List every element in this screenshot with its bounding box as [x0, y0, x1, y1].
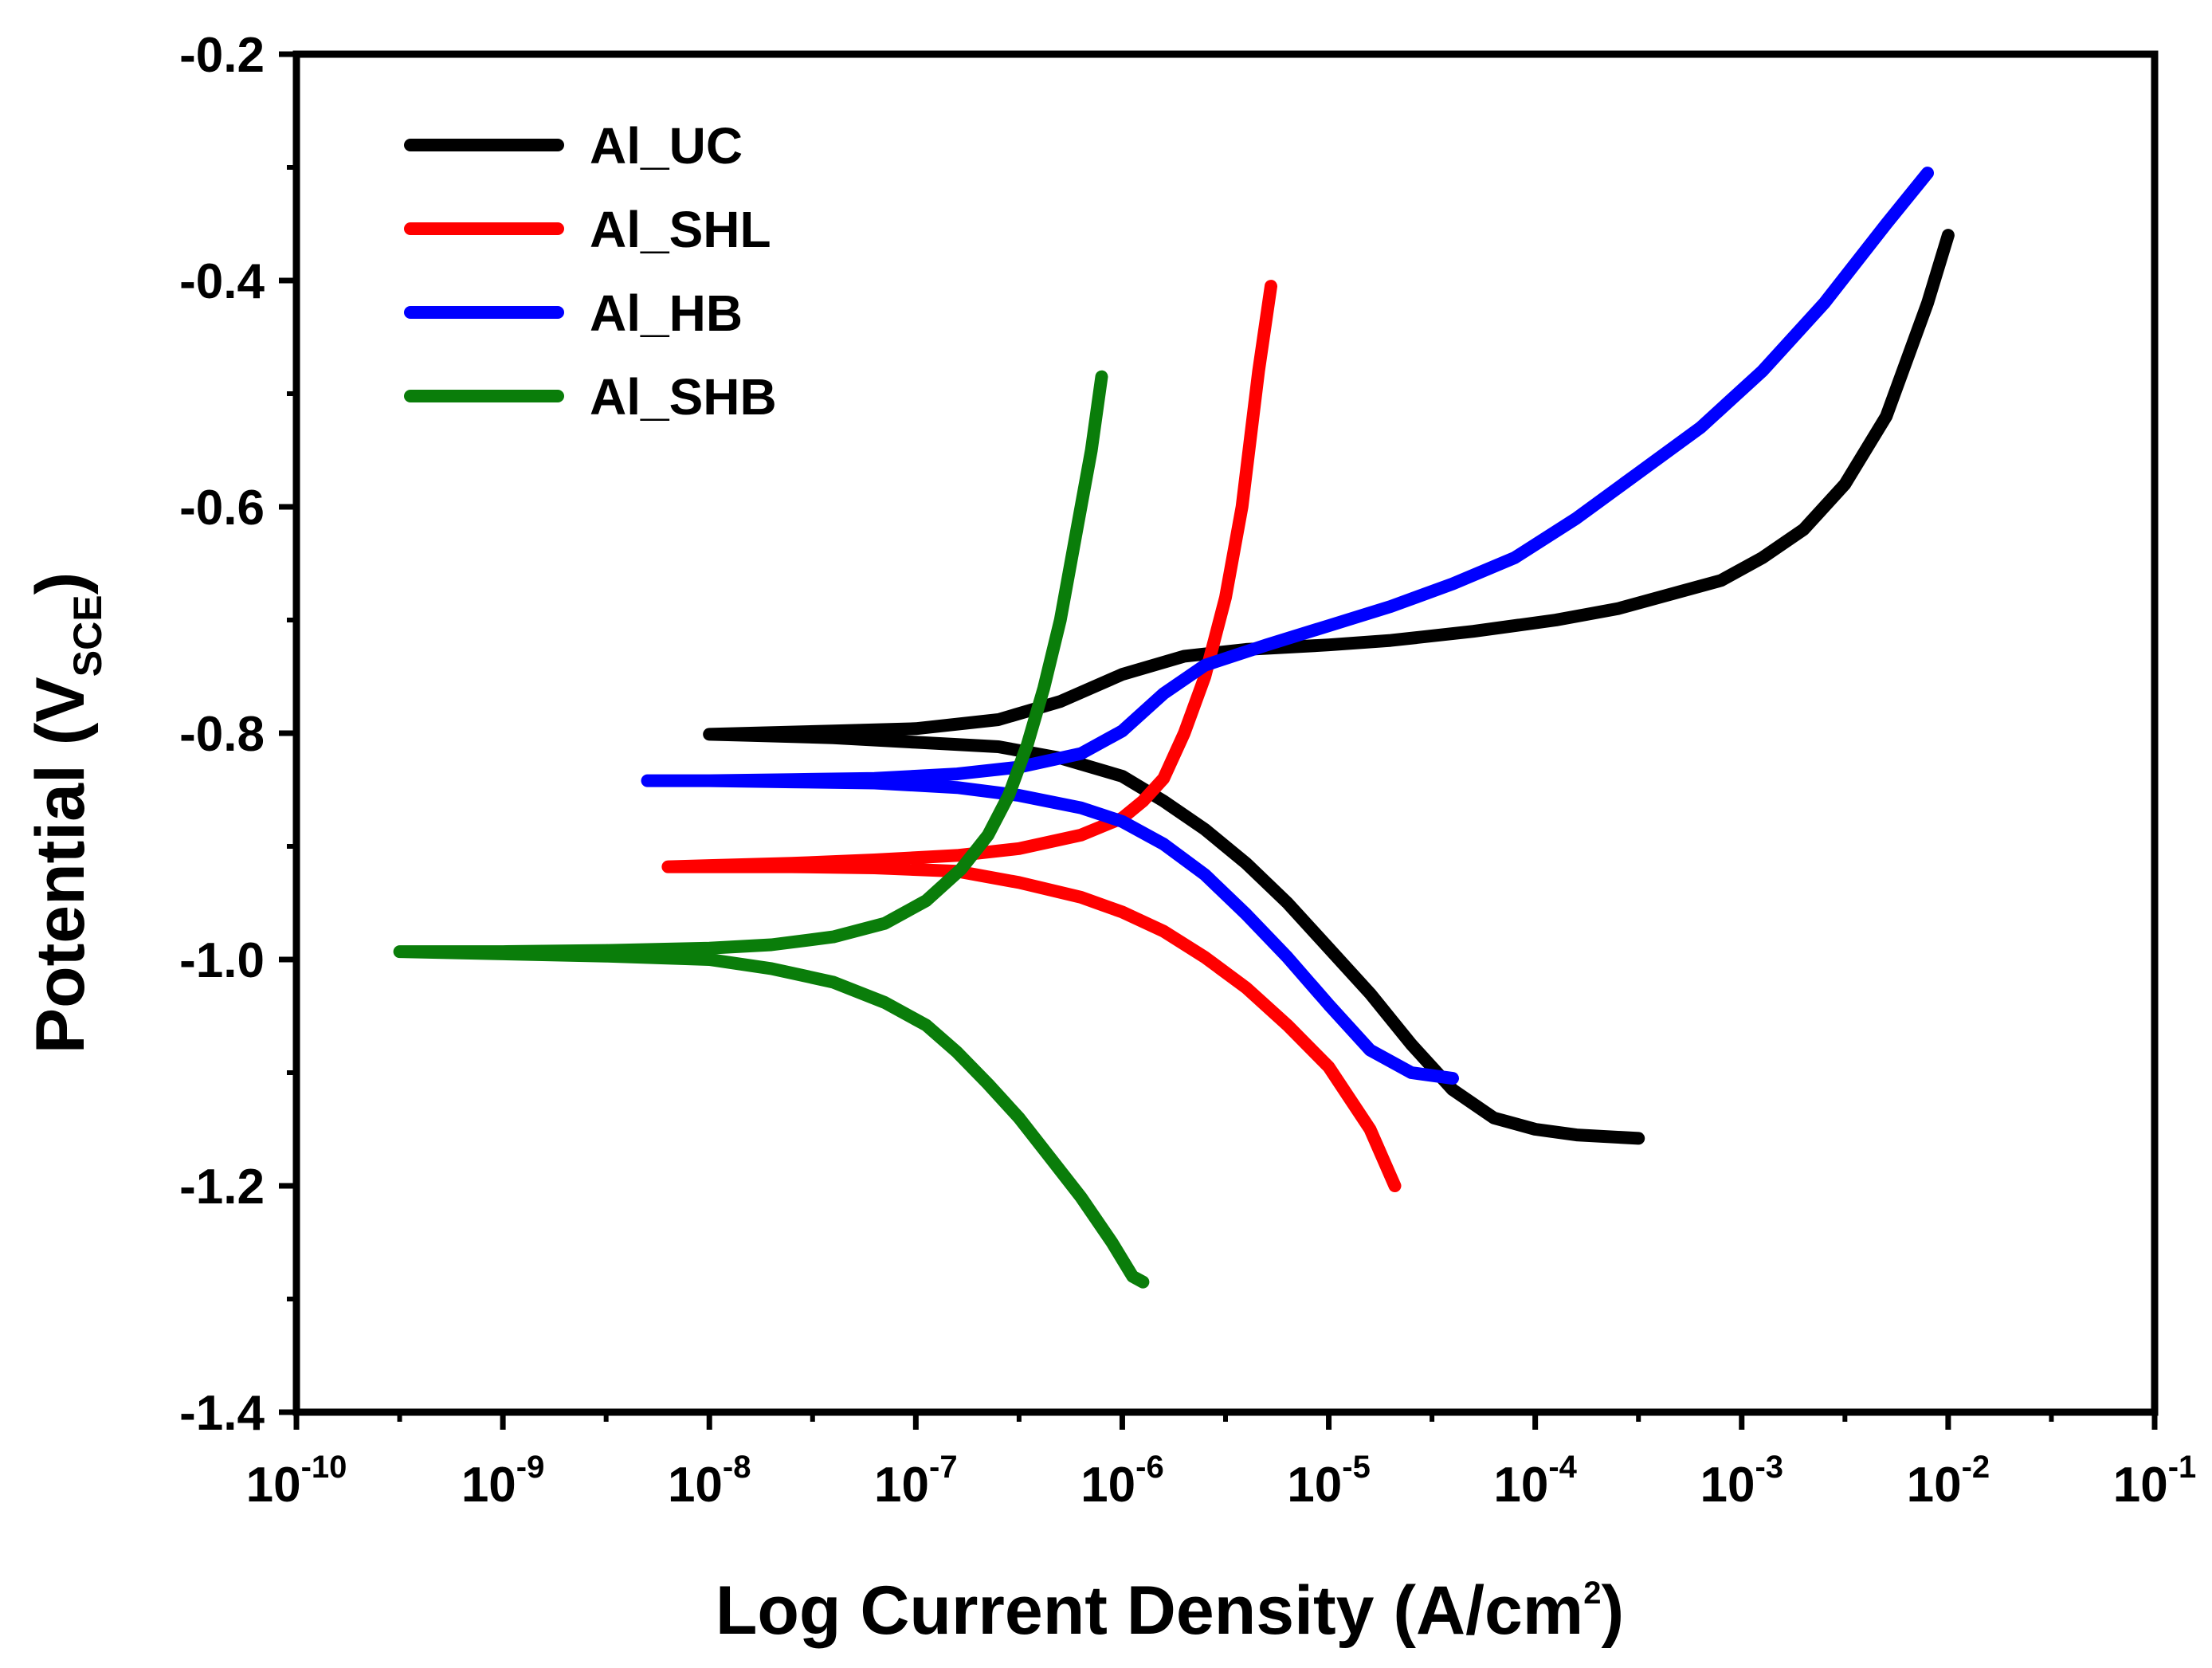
x-tick-label: 10-10 — [246, 1450, 347, 1513]
plot-area — [292, 50, 2159, 1416]
x-tick-label: 10-2 — [1907, 1450, 1990, 1513]
y-tick-label: -0.8 — [179, 707, 265, 762]
x-tick-label: 10-5 — [1287, 1450, 1371, 1513]
x-tick-label: 10-9 — [461, 1450, 545, 1513]
y-tick-label: -0.2 — [179, 28, 265, 83]
x-tick-label: 10-1 — [2113, 1450, 2197, 1513]
legend-label-al-hb: Al_HB — [590, 285, 743, 342]
x-tick-label: 10-6 — [1081, 1450, 1164, 1513]
y-tick-label: -1.4 — [179, 1386, 265, 1441]
series-line-al-uc — [703, 229, 1955, 1145]
series-line-al-hb — [641, 167, 1934, 1085]
legend-label-al-uc: Al_UC — [590, 117, 743, 175]
y-tick-label: -1.2 — [179, 1160, 265, 1215]
x-tick-label: 10-4 — [1493, 1450, 1577, 1513]
legend: Al_UC Al_SHL Al_HB Al_SHB — [404, 117, 777, 426]
y-tick-label: -1.0 — [179, 933, 265, 988]
x-tick-label: 10-8 — [668, 1450, 751, 1513]
x-tick-label: 10-7 — [874, 1450, 958, 1513]
axis-ticks: -0.2 -0.4 -0.6 -0.8 -1.0 -1.2 -1.4 10-10 10-9 10-… — [179, 28, 2196, 1513]
series-line-al-shb — [393, 370, 1150, 1289]
plot-frame — [292, 50, 2159, 1416]
legend-label-al-shb: Al_SHB — [590, 368, 777, 426]
y-tick-label: -0.6 — [179, 481, 265, 536]
x-axis-title: Log Current Density (A/cm2) — [716, 1572, 1624, 1649]
x-tick-label: 10-3 — [1700, 1450, 1784, 1513]
series-line-al-shl — [661, 280, 1402, 1192]
legend-label-al-shl: Al_SHL — [590, 201, 771, 258]
series-group — [393, 167, 1955, 1289]
y-tick-label: -0.4 — [179, 254, 265, 309]
y-axis-title: Potential (VSCE) — [22, 572, 110, 1054]
